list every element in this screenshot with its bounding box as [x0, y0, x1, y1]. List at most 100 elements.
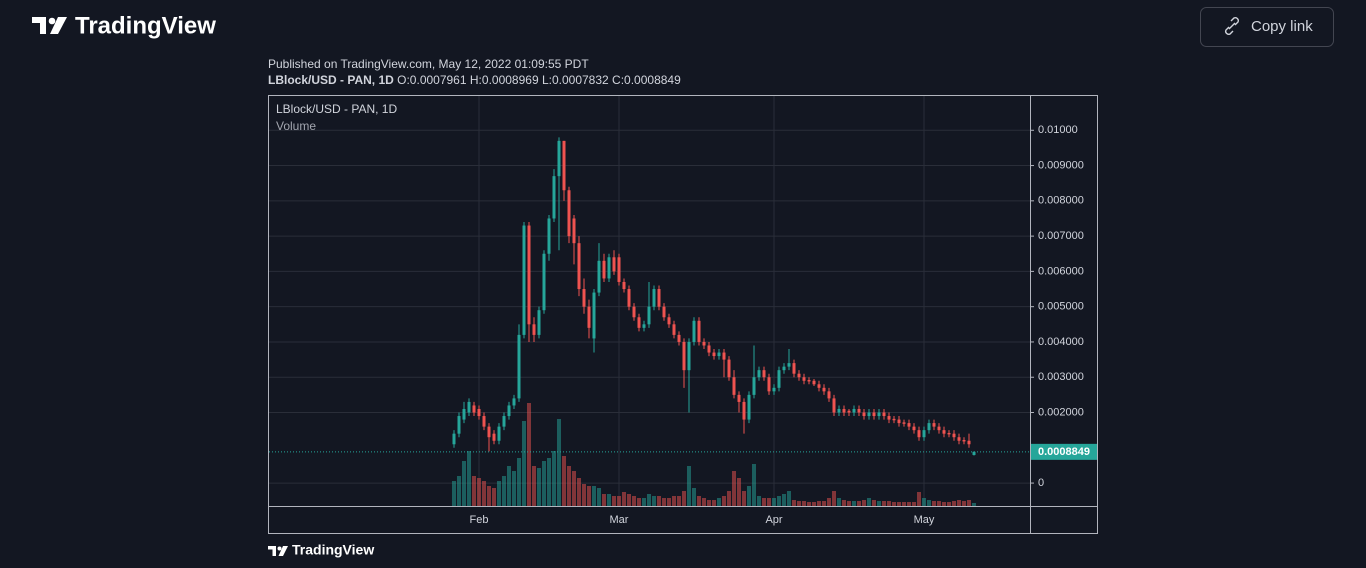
- candle-body: [792, 363, 796, 374]
- candle-body: [497, 426, 501, 441]
- volume-bar: [577, 478, 581, 506]
- candle-body: [767, 377, 771, 392]
- volume-bar: [647, 494, 651, 506]
- volume-bar: [542, 461, 546, 506]
- candle-body: [467, 401, 471, 413]
- volume-bar: [462, 461, 466, 506]
- candle-body: [477, 408, 481, 417]
- volume-bar: [857, 501, 861, 506]
- candle-body: [487, 426, 491, 438]
- volume-bar: [767, 498, 771, 506]
- copy-link-label[interactable]: Copy link: [1251, 18, 1313, 35]
- candle-body: [847, 410, 851, 413]
- volume-bar: [822, 501, 826, 506]
- volume-bar: [832, 491, 836, 506]
- volume-bar: [517, 458, 521, 506]
- volume-bar: [737, 478, 741, 506]
- volume-bar: [817, 501, 821, 506]
- volume-bar: [967, 500, 971, 506]
- volume-bar: [772, 498, 776, 506]
- volume-bar: [897, 502, 901, 506]
- candle-body: [887, 416, 891, 420]
- candle-body: [902, 422, 906, 424]
- volume-bar: [472, 476, 476, 506]
- volume-bar: [917, 492, 921, 506]
- volume-bar: [567, 466, 571, 506]
- candle-body: [922, 430, 926, 438]
- volume-bar: [922, 498, 926, 506]
- candle-body: [762, 370, 766, 378]
- symbol-line: LBlock/USD - PAN, 1D O:0.0007961 H:0.000…: [268, 73, 681, 87]
- volume-bar: [757, 496, 761, 506]
- candle-body: [937, 426, 941, 431]
- candle-body: [472, 405, 476, 413]
- volume-bar: [792, 500, 796, 506]
- volume-bar: [707, 500, 711, 506]
- grid: [269, 96, 1030, 506]
- volume-bar: [782, 494, 786, 506]
- volume-label: Volume: [276, 119, 316, 133]
- volume-bar: [532, 466, 536, 506]
- candle-body: [802, 377, 806, 381]
- volume-bar: [787, 491, 791, 506]
- volume-bar: [672, 496, 676, 506]
- candle-body: [682, 341, 686, 371]
- copy-link-button[interactable]: [1200, 7, 1334, 47]
- volume-bar: [497, 481, 501, 506]
- volume-bar: [677, 496, 681, 506]
- candle-body: [852, 408, 856, 413]
- candle-body: [622, 281, 626, 290]
- volume-bar: [692, 488, 696, 506]
- chart-frame: [268, 95, 1098, 534]
- candle-body: [652, 289, 656, 307]
- candle-body: [502, 416, 506, 427]
- candle-body: [782, 366, 786, 371]
- volume-bar: [627, 494, 631, 506]
- y-tick-label: 0.006000: [1038, 265, 1084, 277]
- link-icon: [1225, 17, 1239, 35]
- volume-bar: [477, 478, 481, 506]
- open: O:0.0007961: [397, 73, 467, 87]
- volume-bar: [842, 500, 846, 506]
- candle-body: [857, 408, 861, 413]
- candle-body: [732, 377, 736, 395]
- volume-bar: [612, 496, 616, 506]
- candle-body: [607, 257, 611, 279]
- volume-bar: [797, 501, 801, 506]
- candle-body: [597, 260, 601, 293]
- candle-body: [542, 253, 546, 311]
- low: L:0.0007832: [542, 73, 609, 87]
- candle-body: [562, 140, 566, 191]
- volume-bar: [547, 458, 551, 506]
- volume-bar: [482, 481, 486, 506]
- volume-bar: [862, 500, 866, 506]
- candle-body: [877, 412, 881, 417]
- close: C:0.0008849: [612, 73, 681, 87]
- candle-body: [757, 370, 761, 378]
- candle-body: [577, 243, 581, 290]
- volume-bar: [502, 476, 506, 506]
- last-price-label: 0.0008849: [1038, 446, 1090, 458]
- volume-bar: [682, 491, 686, 506]
- candle-body: [772, 387, 776, 392]
- volume-bar: [457, 476, 461, 506]
- volume-bar: [947, 502, 951, 506]
- published: Published on TradingView.com, May 12, 20…: [268, 57, 589, 71]
- candle-body: [837, 408, 841, 413]
- x-tick-label: Mar: [610, 514, 629, 526]
- volume-bar: [607, 494, 611, 506]
- volume-bar: [852, 501, 856, 506]
- candle-body: [862, 412, 866, 417]
- candle-body: [707, 345, 711, 353]
- candle-body: [932, 423, 936, 427]
- volume-bar: [952, 501, 956, 506]
- y-tick-label: 0.004000: [1038, 336, 1084, 348]
- volume-bar: [732, 471, 736, 506]
- volume-bar: [702, 498, 706, 506]
- candle-body: [832, 398, 836, 413]
- volume-bar: [887, 501, 891, 506]
- volume-bar: [777, 496, 781, 506]
- candle-body: [867, 412, 871, 417]
- volume-bar: [907, 502, 911, 506]
